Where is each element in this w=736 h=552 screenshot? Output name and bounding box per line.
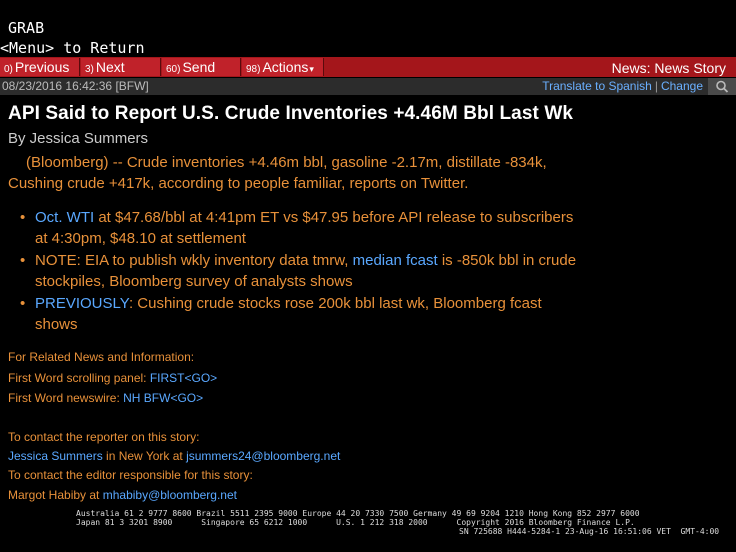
page-title: News: News Story [611,60,726,76]
nh-bfw-link[interactable]: NH BFW<GO> [123,391,204,405]
next-shortcut: 3) [85,64,94,75]
story-lead-line-2: Cushing crude +417k, according to people… [8,175,469,192]
related-heading: For Related News and Information: [8,350,195,364]
bullet-text: : Cushing crude stocks rose 200k bbl las… [35,295,542,333]
send-button[interactable]: 60) Send [162,58,241,76]
bullet-text: at $47.68/bbl at 4:41pm ET vs $47.95 bef… [35,209,574,247]
median-fcast-link[interactable]: median fcast [352,252,438,269]
story-lead: (Bloomberg) -- Crude inventories +4.46m … [8,152,588,194]
actions-label: Actions [262,59,309,75]
footer-contacts-line-2: Japan 81 3 3201 8900 Singapore 65 6212 1… [76,518,635,527]
search-icon [716,80,729,93]
related-line-newswire: First Word newswire: NH BFW<GO> [8,390,203,406]
actions-button[interactable]: 98) Actions▾ [242,58,324,76]
terminal-grab-label: GRAB [8,19,45,37]
editor-contact-heading: To contact the editor responsible for th… [8,468,253,482]
previous-shortcut: 0) [4,64,13,75]
story-bullets: • Oct. WTI at $47.68/bbl at 4:41pm ET vs… [18,207,578,336]
story-byline: By Jessica Summers [8,130,149,147]
reporter-email-link[interactable]: jsummers24@bloomberg.net [186,449,341,463]
footer-session-line: SN 725688 H444-5284-1 23-Aug-16 16:51:06… [459,527,720,536]
translate-link[interactable]: Translate to Spanish [542,79,652,93]
actions-shortcut: 98) [246,64,261,75]
bullet-text: NOTE: EIA to publish wkly inventory data… [35,252,353,269]
previously-link[interactable]: PREVIOUSLY [35,295,129,312]
story-lead-line-1: (Bloomberg) -- Crude inventories +4.46m … [26,154,547,171]
story-timestamp: 08/23/2016 16:42:36 [BFW] [2,79,149,93]
list-item: • Oct. WTI at $47.68/bbl at 4:41pm ET vs… [18,207,578,249]
story-headline: API Said to Report U.S. Crude Inventorie… [8,103,574,124]
send-shortcut: 60) [166,64,181,75]
reporter-contact-line: Jessica Summers in New York at jsummers2… [8,448,340,464]
bullet-text: is -850k bbl in crude stockpiles, Bloomb… [35,252,577,290]
toolbar: 0) Previous 3) Next 60) Send 98) Actions▾ Ne… [0,57,736,77]
wti-link[interactable]: Oct. WTI [35,209,95,226]
related-line-first: First Word scrolling panel: FIRST<GO> [8,370,217,386]
change-link[interactable]: Change [660,79,703,93]
list-item: • PREVIOUSLY: Cushing crude stocks rose … [18,293,578,335]
previous-label: Previous [14,59,70,75]
meta-bar: 08/23/2016 16:42:36 [BFW] Translate to S… [0,78,736,95]
reporter-contact-heading: To contact the reporter on this story: [8,430,200,444]
search-button[interactable] [708,78,736,95]
reporter-name-link[interactable]: Jessica Summers [8,449,103,463]
footer-contacts-line-1: Australia 61 2 9777 8600 Brazil 5511 239… [76,509,640,518]
reporter-location: in New York at [102,449,187,463]
editor-email-link[interactable]: mhabiby@bloomberg.net [102,488,237,502]
editor-name: Margot Habiby at [8,488,103,502]
list-item: • NOTE: EIA to publish wkly inventory da… [18,250,578,292]
editor-contact-line: Margot Habiby at mhabiby@bloomberg.net [8,487,237,503]
first-go-link[interactable]: FIRST<GO> [149,371,218,385]
previous-button[interactable]: 0) Previous [0,58,80,76]
related-text: First Word newswire: [8,391,124,405]
terminal-return-hint: <Menu> to Return [0,39,145,57]
link-separator: | [654,79,658,93]
bullet-dot: • [20,295,26,312]
next-label: Next [95,59,125,75]
send-label: Send [182,59,216,75]
bullet-dot: • [20,252,26,269]
chevron-down-icon: ▾ [309,64,314,74]
bullet-dot: • [20,209,26,226]
related-text: First Word scrolling panel: [8,371,150,385]
next-button[interactable]: 3) Next [81,58,161,76]
